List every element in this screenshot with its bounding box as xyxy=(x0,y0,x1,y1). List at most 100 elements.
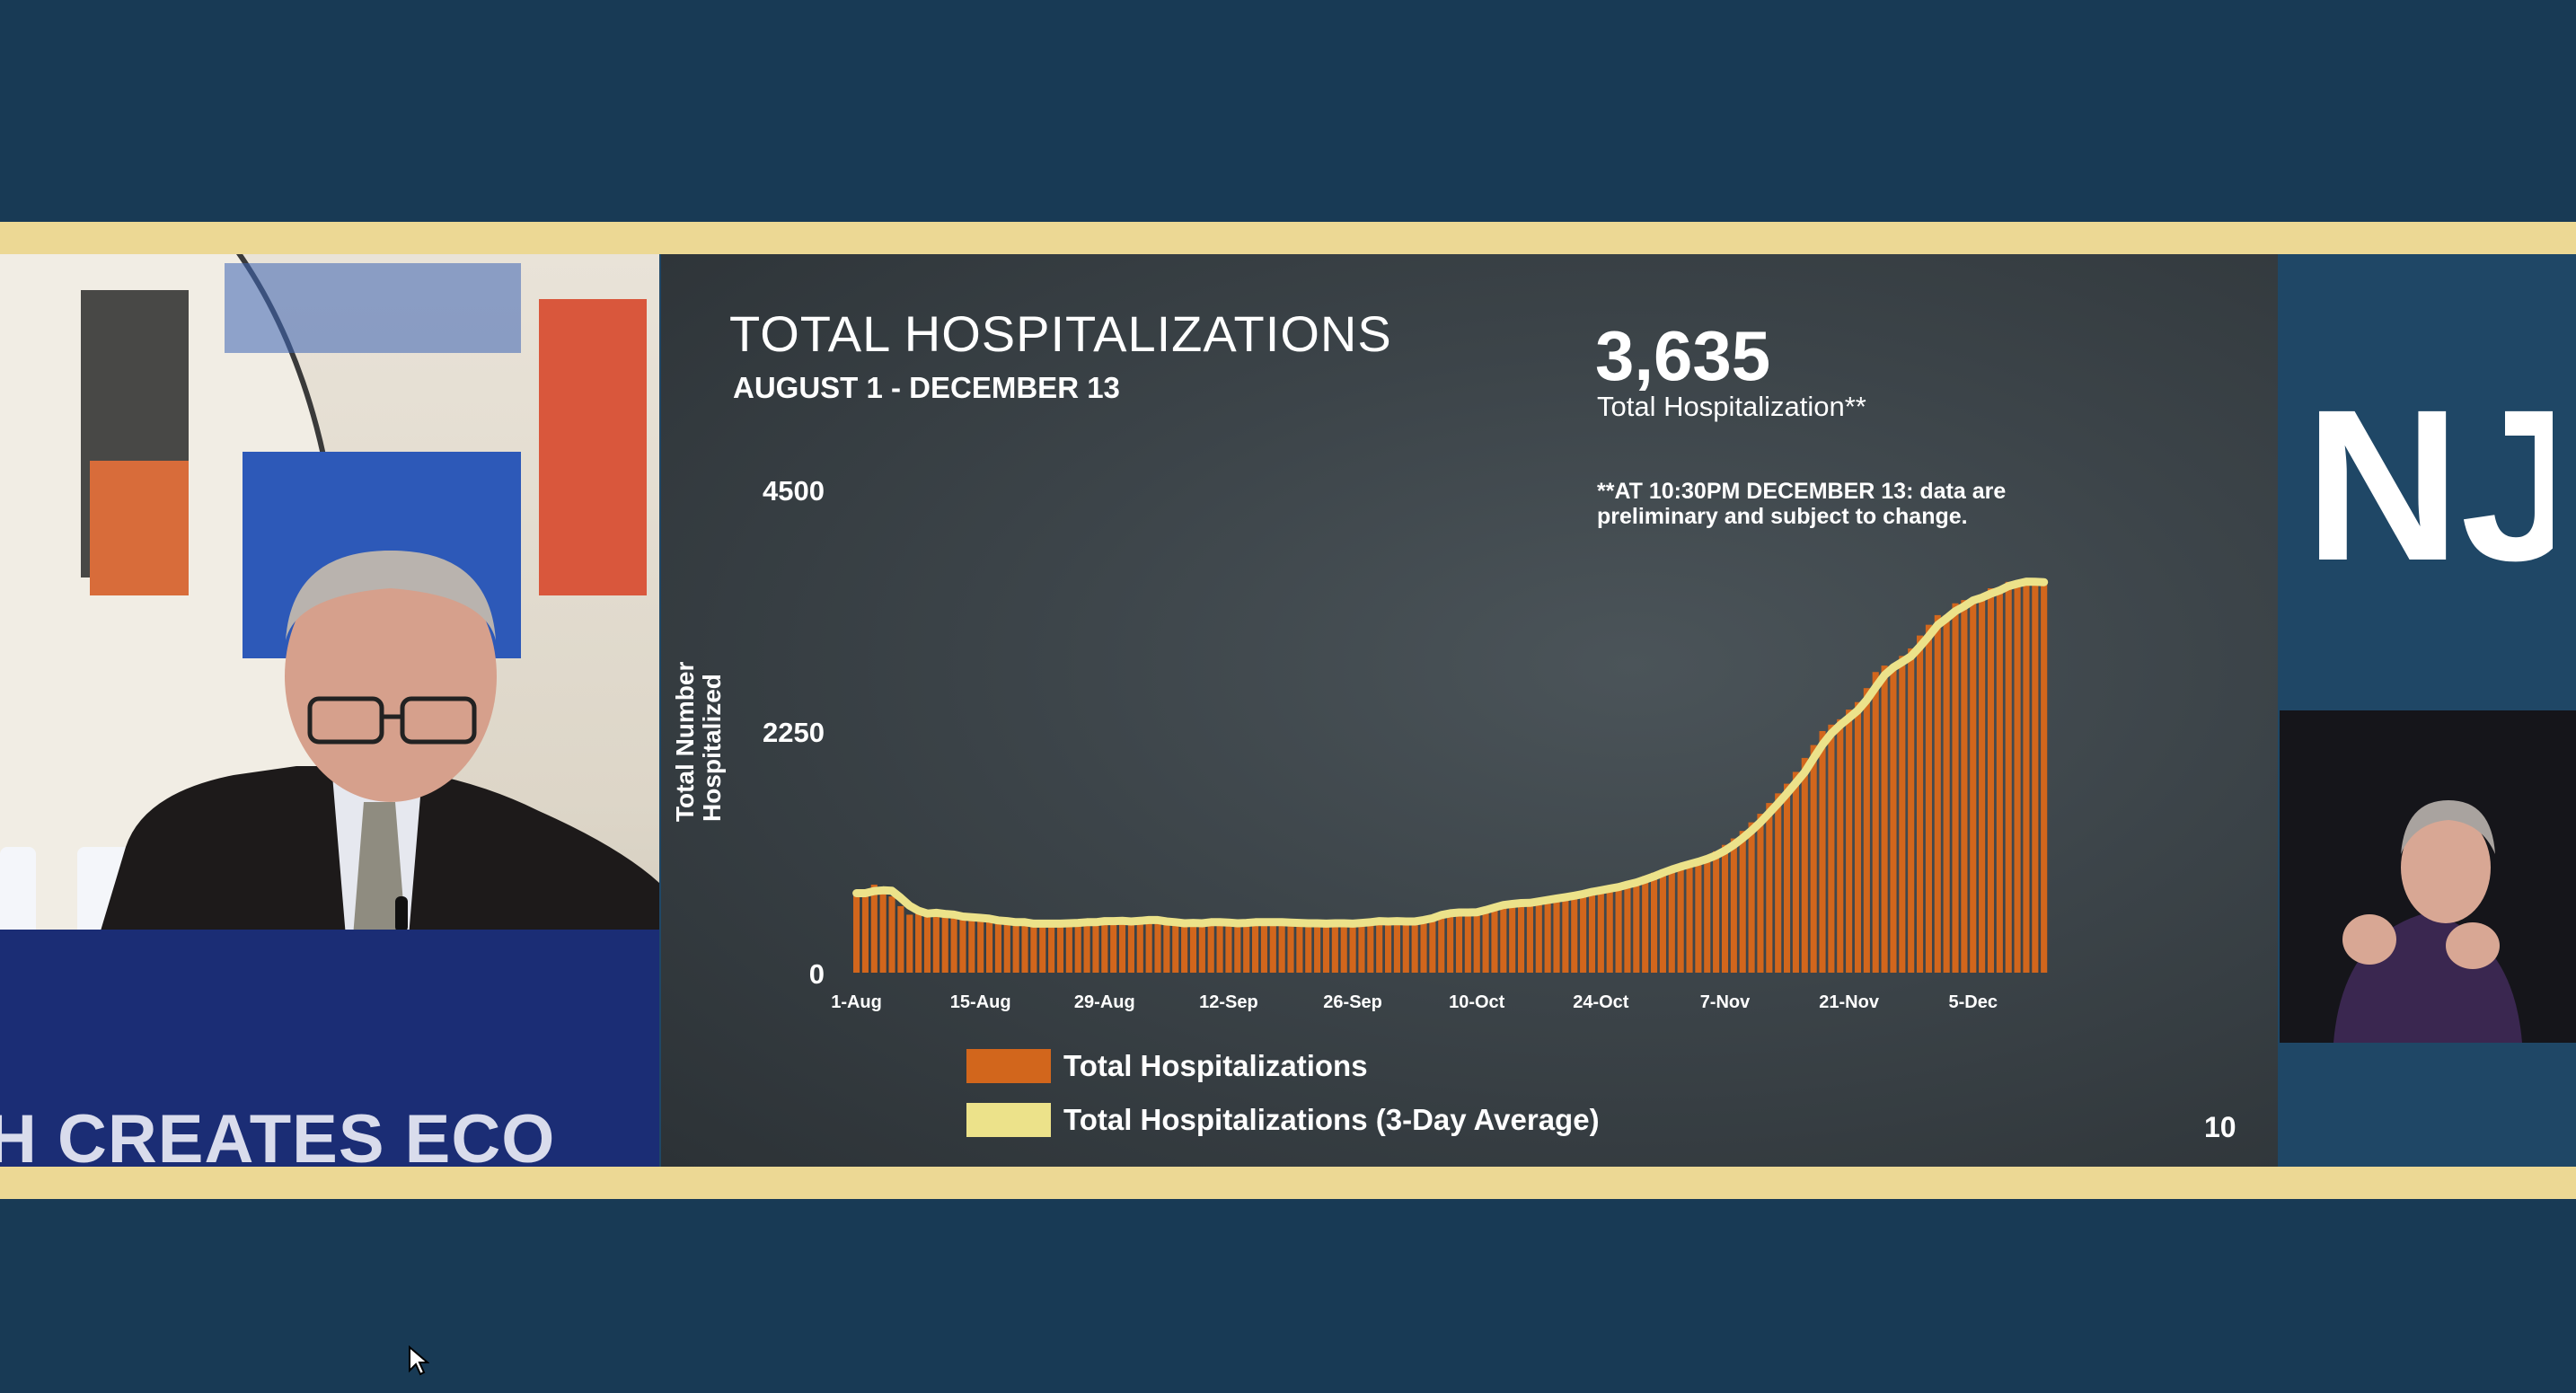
hospitalizations-bar xyxy=(1624,882,1631,973)
slide-title: TOTAL HOSPITALIZATIONS xyxy=(729,305,1392,362)
hospitalizations-bar xyxy=(994,921,1001,973)
hospitalizations-bar xyxy=(2023,582,2030,973)
hospitalizations-bar xyxy=(1429,915,1436,973)
x-tick-label: 26-Sep xyxy=(1323,992,1382,1012)
hospitalizations-bar xyxy=(1979,595,1986,973)
hospitalizations-bar xyxy=(1021,921,1028,973)
hospitalizations-bar xyxy=(1163,923,1170,973)
hospitalizations-bar xyxy=(1526,902,1533,973)
bars-group xyxy=(853,580,2048,973)
hospitalizations-bar xyxy=(1145,920,1152,973)
legend-swatch-bars xyxy=(966,1049,1051,1083)
hospitalizations-bar xyxy=(1890,664,1897,973)
slide-subtitle: AUGUST 1 - DECEMBER 13 xyxy=(733,371,1120,404)
hospitalizations-bar xyxy=(861,895,869,973)
hospitalizations-bar xyxy=(1411,921,1418,973)
hospitalizations-bar xyxy=(1048,924,1055,973)
hospitalizations-bar xyxy=(1056,923,1064,973)
hospitalizations-bar xyxy=(1402,921,1409,973)
hospitalizations-bar xyxy=(1181,924,1188,973)
hospitalizations-bar xyxy=(1580,892,1587,973)
hospitalizations-bar xyxy=(1252,921,1259,973)
headline-value: 3,635 xyxy=(1595,316,1771,395)
headline-label: Total Hospitalization** xyxy=(1597,391,1866,422)
hospitalizations-bar xyxy=(1961,600,1968,973)
hospitalizations-bar xyxy=(1225,924,1232,973)
hospitalizations-bar xyxy=(1695,859,1702,973)
hospitalizations-bar xyxy=(2005,581,2012,973)
podium-banner-text: H CREATES ECO xyxy=(0,1101,556,1167)
hospitalizations-bar xyxy=(853,893,860,973)
hospitalizations-bar xyxy=(1207,921,1214,973)
hospitalizations-bar xyxy=(1562,895,1569,973)
x-tick-label: 10-Oct xyxy=(1449,992,1505,1012)
hospitalizations-bar xyxy=(1358,921,1365,973)
hospitalizations-bar xyxy=(1092,921,1099,973)
y-tick-label: 0 xyxy=(809,958,825,990)
hospitalizations-bar xyxy=(1721,844,1729,973)
hospitalizations-bar xyxy=(1012,923,1019,973)
hospitalizations-bar xyxy=(1367,921,1374,973)
hospitalizations-bar xyxy=(1074,923,1081,973)
hospitalizations-bar xyxy=(1260,923,1267,973)
nj-logo-panel: NJ xyxy=(2278,254,2576,710)
hospitalizations-bar xyxy=(1110,921,1117,973)
interpreter-figure xyxy=(2333,800,2522,1043)
hospitalizations-bar xyxy=(1757,814,1764,973)
hospitalizations-bar xyxy=(1553,897,1560,973)
hospitalizations-bar xyxy=(1713,851,1720,973)
hospitalizations-bar xyxy=(1766,803,1773,973)
nj-logo-text: NJ xyxy=(2305,380,2553,605)
hospitalizations-bar xyxy=(1970,597,1977,973)
legend-item-bars: Total Hospitalizations xyxy=(966,1049,1368,1083)
x-tick-label: 29-Aug xyxy=(1074,992,1135,1012)
hospitalizations-bar xyxy=(1792,771,1799,973)
hospitalizations-bar xyxy=(1828,724,1835,973)
hospitalizations-bar xyxy=(1296,921,1303,973)
x-tick-label: 15-Aug xyxy=(950,992,1011,1012)
hospitalizations-bar xyxy=(1801,757,1808,973)
hospitalizations-bar xyxy=(1491,904,1498,973)
hospitalizations-bar xyxy=(1881,666,1888,973)
legend-item-line: Total Hospitalizations (3-Day Average) xyxy=(966,1103,1600,1137)
hospitalizations-bar xyxy=(1943,614,1950,973)
hospitalizations-bar xyxy=(1854,701,1862,973)
hospitalizations-bar xyxy=(1039,923,1046,973)
hospitalizations-bar xyxy=(1996,587,2003,973)
hospitalizations-bar xyxy=(1314,924,1321,973)
hospitalizations-bar xyxy=(950,916,957,973)
y-ticks-group: 0 2250 4500 xyxy=(763,475,825,990)
slide-page-number: 10 xyxy=(2204,1111,2236,1143)
hospitalizations-bar xyxy=(1544,898,1551,973)
hospitalizations-bar xyxy=(879,891,887,973)
hospitalizations-bar xyxy=(1331,921,1338,973)
hospitalizations-bar xyxy=(923,914,931,973)
hospitalizations-bar xyxy=(1065,921,1072,973)
hospitalizations-bar xyxy=(986,920,993,973)
hospitalizations-bar xyxy=(1420,916,1427,973)
hospitalizations-bar xyxy=(1030,925,1037,973)
hospitalizations-bar xyxy=(2032,581,2039,973)
hospitalizations-bar xyxy=(932,913,940,973)
hospitalizations-bar xyxy=(897,905,904,973)
podium-banner xyxy=(0,930,659,1167)
hospitalizations-bar xyxy=(1287,924,1294,973)
hospitalizations-bar xyxy=(1934,614,1941,973)
hospitalizations-bar xyxy=(1633,880,1640,973)
speaker-figure xyxy=(0,263,659,1166)
x-tick-label: 12-Sep xyxy=(1199,992,1258,1012)
hospitalizations-bar xyxy=(1872,672,1879,973)
hospitalizations-bar xyxy=(1677,864,1684,973)
mouse-cursor-icon xyxy=(409,1345,429,1376)
x-tick-label: 21-Nov xyxy=(1819,992,1880,1012)
hospitalizations-bar xyxy=(1739,831,1746,973)
hospitalizations-bar xyxy=(1837,719,1844,973)
hospitalizations-bar xyxy=(1704,855,1711,973)
x-tick-label: 1-Aug xyxy=(831,992,882,1012)
hospitalizations-bar xyxy=(1393,921,1400,973)
hospitalizations-bar xyxy=(959,918,966,973)
hospitalizations-bar xyxy=(1003,921,1010,973)
hospitalizations-bar xyxy=(941,914,948,973)
hospitalizations-bar xyxy=(1615,884,1622,973)
